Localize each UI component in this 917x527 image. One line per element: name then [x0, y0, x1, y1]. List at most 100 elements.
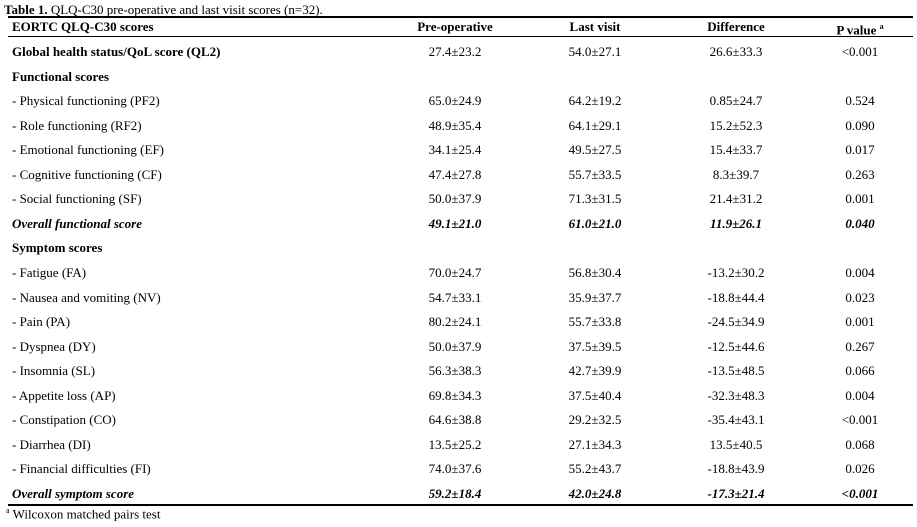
- row-label: - Dyspnea (DY): [12, 338, 96, 354]
- pre-operative-cell: 59.2±18.4: [428, 485, 482, 501]
- row-label: - Cognitive functioning (CF): [12, 166, 162, 182]
- bottom-rule: [8, 504, 913, 506]
- header-pre-operative: Pre-operative: [417, 19, 493, 34]
- pre-operative-cell: 34.1±25.4: [428, 142, 482, 158]
- p-value-cell: 0.267: [845, 338, 875, 354]
- last-visit-cell: 71.3±31.5: [568, 191, 622, 207]
- last-visit-cell: 61.0±21.0: [568, 215, 622, 231]
- pre-operative-cell: 49.1±21.0: [428, 215, 482, 231]
- p-value-cell: 0.004: [845, 387, 875, 403]
- last-visit-cell: 37.5±39.5: [568, 338, 622, 354]
- last-visit-cell: 55.2±43.7: [568, 461, 622, 477]
- row-label: Overall functional score: [12, 215, 142, 231]
- p-value-cell: 0.017: [845, 142, 875, 158]
- difference-cell: 21.4±31.2: [709, 191, 763, 207]
- row-label: - Appetite loss (AP): [12, 387, 116, 403]
- section-header-row: Functional scores: [8, 65, 913, 89]
- pre-operative-cell: 80.2±24.1: [428, 314, 482, 330]
- table-row: - Insomnia (SL) 56.3±38.3 42.7±39.9 -13.5±4…: [8, 359, 913, 383]
- p-value-cell: 0.001: [845, 314, 875, 330]
- pre-operative-cell: 70.0±24.7: [428, 264, 482, 280]
- row-label: Symptom scores: [12, 240, 103, 256]
- last-visit-cell: 64.2±19.2: [568, 93, 622, 109]
- last-visit-cell: 55.7±33.5: [568, 166, 622, 182]
- row-label: - Social functioning (SF): [12, 191, 142, 207]
- p-value-cell: <0.001: [841, 412, 879, 428]
- difference-cell: 8.3±39.7: [712, 166, 760, 182]
- table-row: - Dyspnea (DY) 50.0±37.9 37.5±39.5 -12.5±44…: [8, 335, 913, 359]
- last-visit-cell: 37.5±40.4: [568, 387, 622, 403]
- table-row: - Nausea and vomiting (NV) 54.7±33.1 35.9±…: [8, 286, 913, 310]
- table-row: - Diarrhea (DI) 13.5±25.2 27.1±34.3 13.5±40…: [8, 433, 913, 457]
- last-visit-cell: 42.7±39.9: [568, 363, 622, 379]
- table-row: - Role functioning (RF2) 48.9±35.4 64.1±29…: [8, 114, 913, 138]
- header-p-value-sup: a: [879, 22, 884, 31]
- table-row: - Appetite loss (AP) 69.8±34.3 37.5±40.4 -3…: [8, 384, 913, 408]
- pre-operative-cell: 56.3±38.3: [428, 363, 482, 379]
- footnote-text: Wilcoxon matched pairs test: [9, 506, 161, 522]
- table-row: - Physical functioning (PF2) 65.0±24.9 64.…: [8, 89, 913, 113]
- difference-cell: 11.9±26.1: [710, 215, 762, 231]
- pre-operative-cell: 64.6±38.8: [428, 412, 482, 428]
- difference-cell: -18.8±44.4: [707, 289, 765, 305]
- p-value-cell: 0.090: [845, 117, 875, 133]
- p-value-cell: <0.001: [841, 44, 879, 59]
- header-rule: [8, 36, 913, 37]
- row-label: - Fatigue (FA): [12, 264, 87, 280]
- p-value-cell: <0.001: [841, 485, 879, 501]
- row-label: - Physical functioning (PF2): [12, 93, 160, 109]
- pre-operative-cell: 74.0±37.6: [428, 461, 482, 477]
- difference-cell: -24.5±34.9: [707, 314, 765, 330]
- last-visit-cell: 27.1±34.3: [568, 436, 622, 452]
- row-label: Global health status/QoL score (QL2): [12, 44, 221, 59]
- p-value-cell: 0.004: [845, 264, 875, 280]
- table-row: - Pain (PA) 80.2±24.1 55.7±33.8 -24.5±34.9 0…: [8, 310, 913, 334]
- header-difference: Difference: [707, 19, 765, 34]
- pre-operative-cell: 54.7±33.1: [428, 289, 482, 305]
- difference-cell: 15.2±52.3: [709, 117, 763, 133]
- table-row: - Emotional functioning (EF) 34.1±25.4 49.…: [8, 138, 913, 162]
- row-label: Overall symptom score: [12, 485, 135, 501]
- row-label: Functional scores: [12, 68, 109, 84]
- header-p-value-text: P value: [836, 22, 877, 38]
- last-visit-cell: 64.1±29.1: [568, 117, 622, 133]
- last-visit-cell: 55.7±33.8: [568, 314, 622, 330]
- pre-operative-cell: 65.0±24.9: [428, 93, 482, 109]
- table-row: - Social functioning (SF) 50.0±37.9 71.3±3…: [8, 187, 913, 211]
- difference-cell: -18.8±43.9: [707, 461, 765, 477]
- p-value-cell: 0.068: [845, 436, 875, 452]
- footnote-sup: a: [6, 506, 10, 515]
- section-header-row: Symptom scores: [8, 236, 913, 260]
- header-p-value: P value a: [836, 17, 883, 40]
- table-row: - Financial difficulties (FI) 74.0±37.6 55…: [8, 457, 913, 481]
- last-visit-cell: 42.0±24.8: [568, 485, 622, 501]
- difference-cell: -35.4±43.1: [707, 412, 765, 428]
- difference-cell: -17.3±21.4: [707, 485, 765, 501]
- table-header: EORTC QLQ-C30 scores Pre-operative Last …: [8, 17, 913, 37]
- table-caption: Table 1. QLQ-C30 pre-operative and last …: [4, 2, 323, 18]
- p-value-cell: 0.026: [845, 461, 875, 477]
- pre-operative-cell: 13.5±25.2: [428, 436, 482, 452]
- table-row: Overall functional score 49.1±21.0 61.0±21…: [8, 212, 913, 236]
- table-row: - Fatigue (FA) 70.0±24.7 56.8±30.4 -13.2±30…: [8, 261, 913, 285]
- table-row: Overall symptom score 59.2±18.4 42.0±24.8 -…: [8, 482, 913, 506]
- row-label: - Pain (PA): [12, 314, 71, 330]
- top-rule: [8, 16, 913, 18]
- last-visit-cell: 35.9±37.7: [568, 289, 622, 305]
- p-value-cell: 0.263: [845, 166, 875, 182]
- pre-operative-cell: 47.4±27.8: [428, 166, 482, 182]
- difference-cell: 13.5±40.5: [709, 436, 763, 452]
- difference-cell: 0.85±24.7: [709, 93, 763, 109]
- p-value-cell: 0.001: [845, 191, 875, 207]
- row-label: - Financial difficulties (FI): [12, 461, 151, 477]
- difference-cell: -13.2±30.2: [707, 264, 765, 280]
- difference-cell: -12.5±44.6: [707, 338, 765, 354]
- last-visit-cell: 29.2±32.5: [568, 412, 622, 428]
- last-visit-cell: 56.8±30.4: [568, 264, 622, 280]
- pre-operative-cell: 27.4±23.2: [428, 44, 482, 59]
- pre-operative-cell: 50.0±37.9: [428, 191, 482, 207]
- row-label: - Diarrhea (DI): [12, 436, 91, 452]
- table-row: - Cognitive functioning (CF) 47.4±27.8 55.…: [8, 163, 913, 187]
- difference-cell: 26.6±33.3: [709, 44, 763, 59]
- pre-operative-cell: 69.8±34.3: [428, 387, 482, 403]
